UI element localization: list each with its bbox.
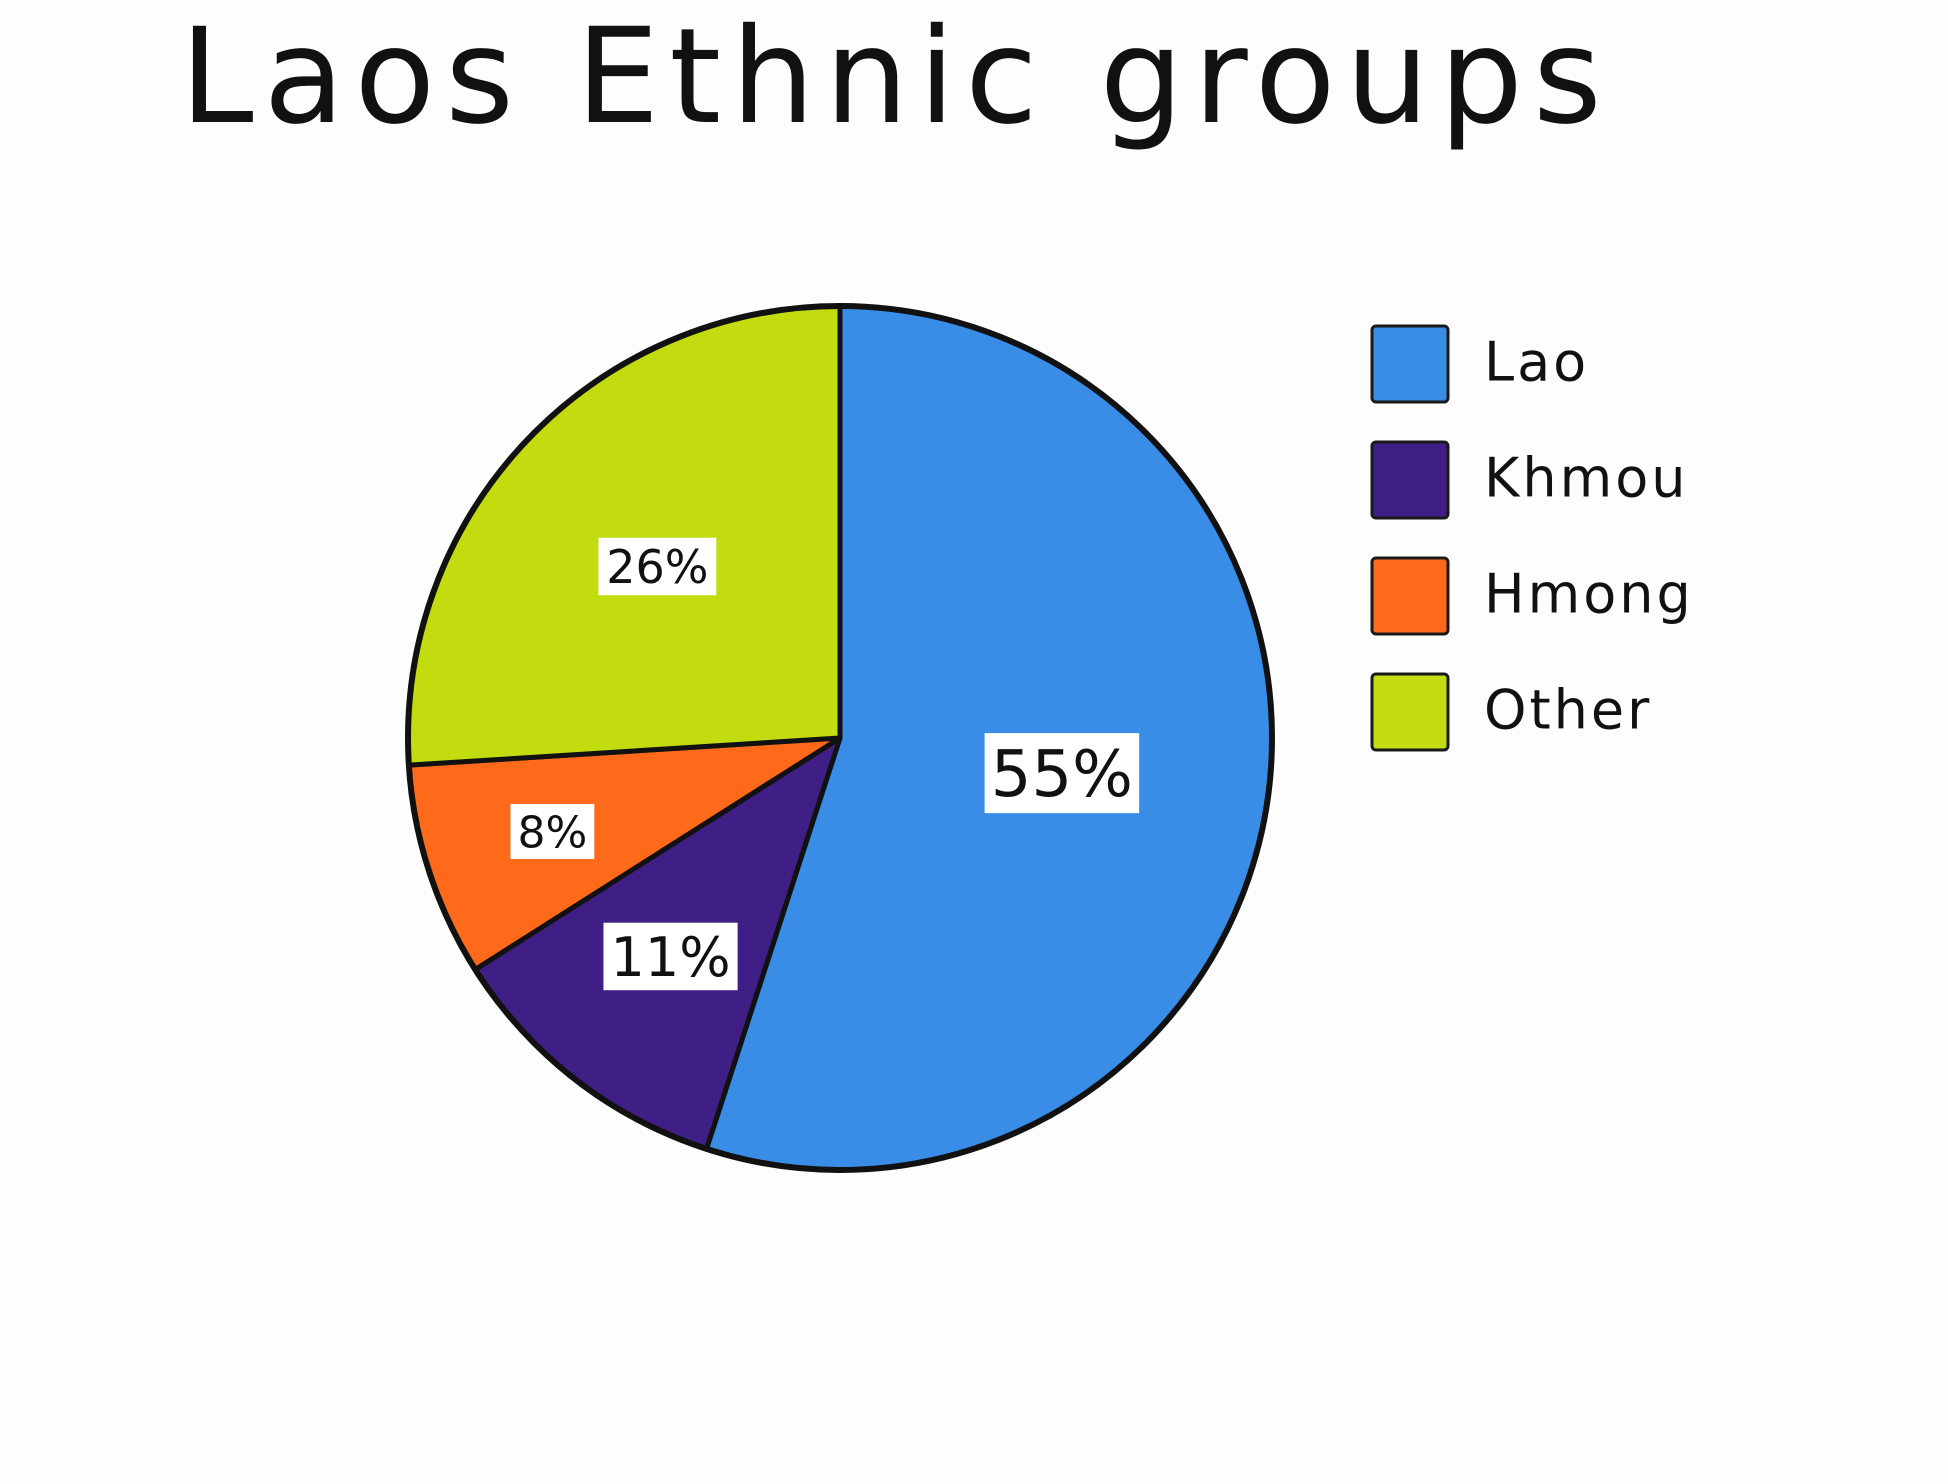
pie-outline <box>405 303 1275 1173</box>
legend-label-hmong: Hmong <box>1484 563 1694 626</box>
data-label-hmong: 8% <box>517 807 587 858</box>
legend-swatch-khmou <box>1370 440 1450 520</box>
legend-swatch-hmong <box>1370 556 1450 636</box>
legend-label-other: Other <box>1484 679 1652 742</box>
pie-slices <box>405 303 1275 1173</box>
legend: Lao Khmou Hmong Other <box>1370 324 1694 752</box>
data-label-bg-khmou <box>603 922 738 991</box>
legend-swatch-other <box>1370 672 1450 752</box>
data-label-lao: 55% <box>991 738 1133 812</box>
data-label-bg-other <box>598 537 717 596</box>
legend-label-khmou: Khmou <box>1484 447 1689 510</box>
data-label-other: 26% <box>606 540 708 594</box>
legend-swatch-lao <box>1370 324 1450 404</box>
data-labels: 55% 11% 8% 26% <box>510 537 1140 991</box>
data-label-bg-hmong <box>510 803 595 859</box>
legend-label-lao: Lao <box>1484 331 1589 394</box>
slice-other <box>405 303 843 768</box>
chart-title: Laos Ethnic groups <box>180 0 1612 154</box>
data-label-khmou: 11% <box>611 926 731 989</box>
data-label-bg-lao <box>984 733 1140 814</box>
